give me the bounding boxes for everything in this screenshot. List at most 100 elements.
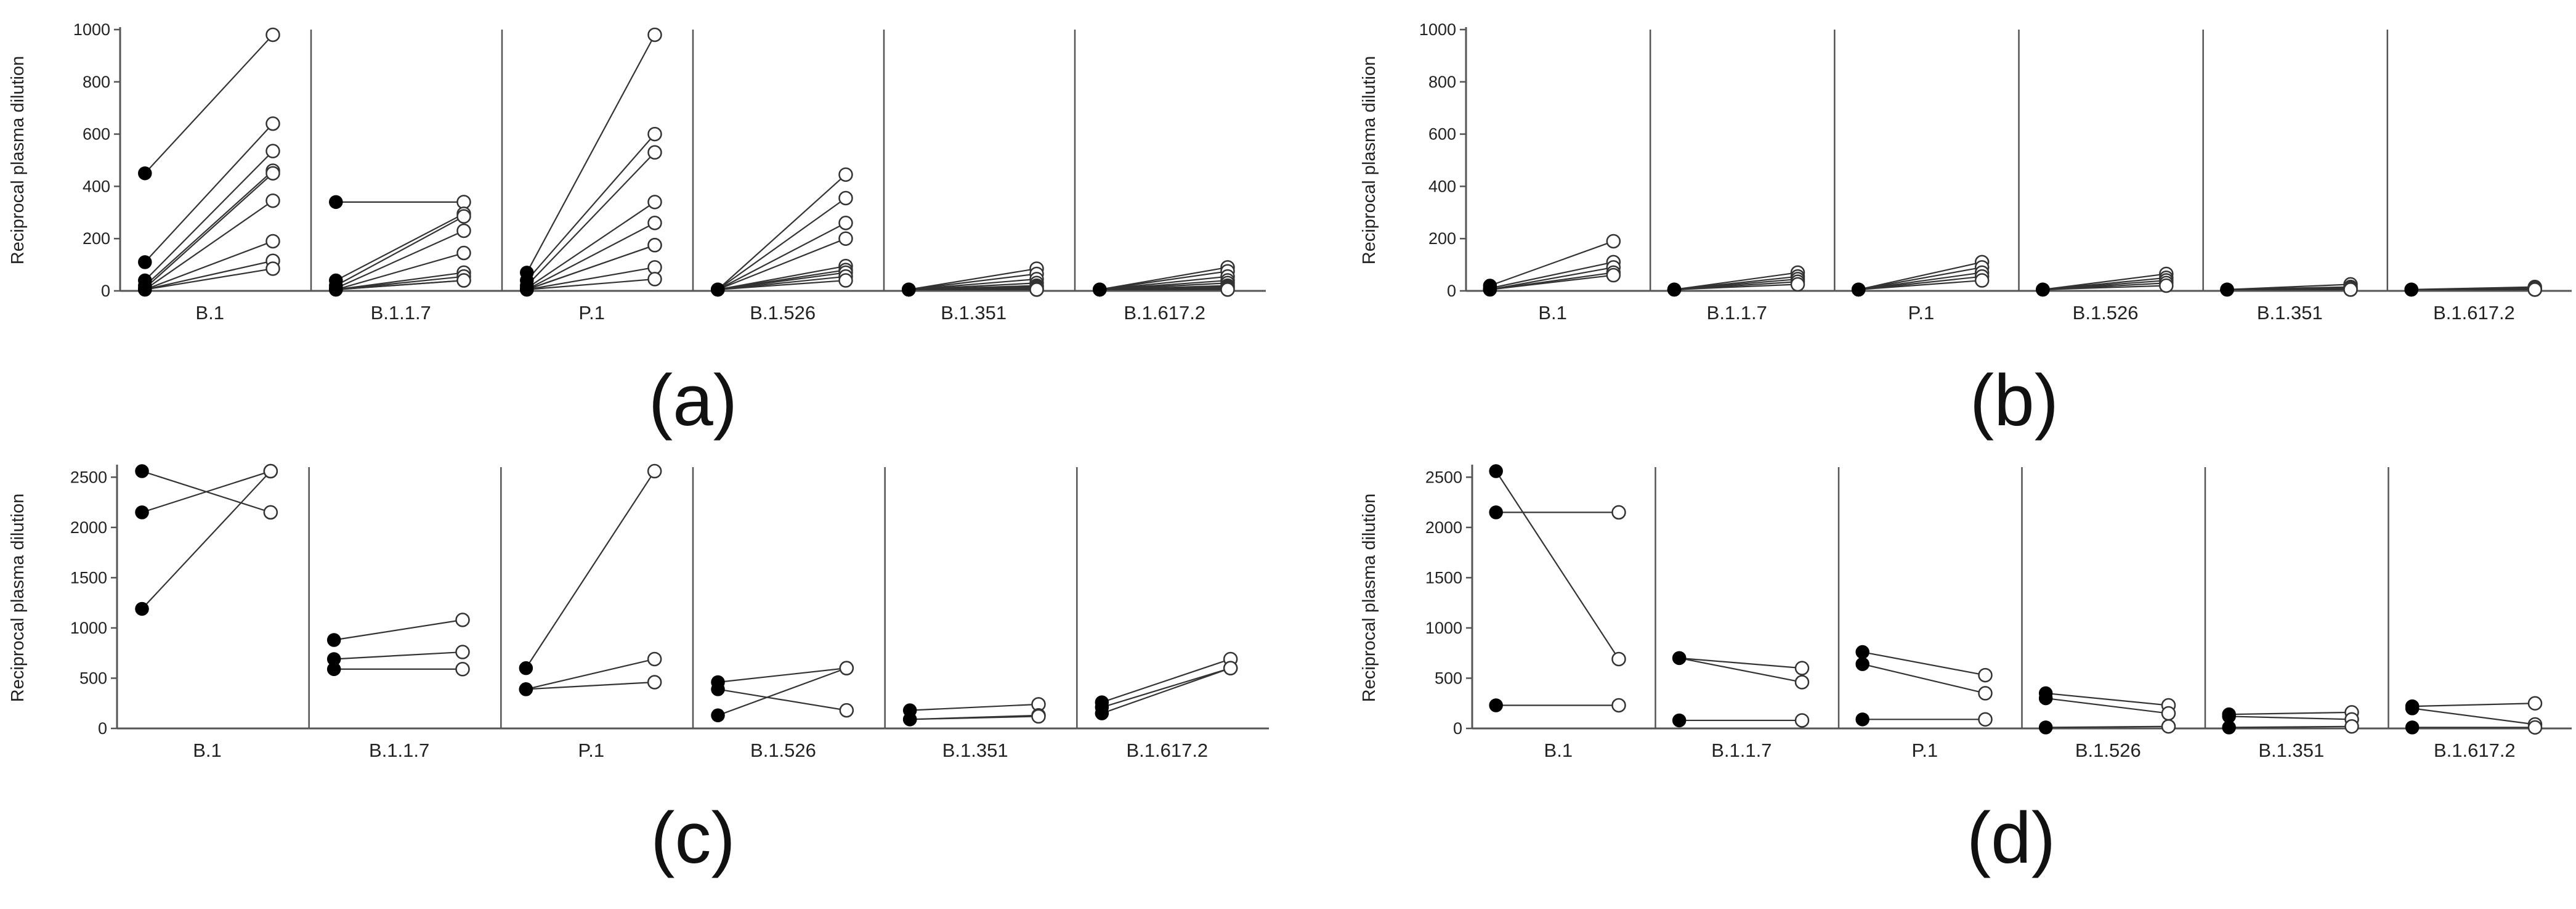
pair-line <box>2229 711 2352 715</box>
point-post <box>1611 698 1626 713</box>
point-post <box>455 662 470 677</box>
point-post <box>265 193 280 208</box>
y-tick-label: 600 <box>1428 125 1456 144</box>
category-label-b-1-526: B.1.526 <box>750 302 816 324</box>
y-tick-label: 800 <box>83 73 110 91</box>
point-post <box>838 231 853 246</box>
panel-c: 0 500 1000 1500 2000 2500 Reciprocal plasma di… <box>8 463 1269 879</box>
point-pre <box>1672 713 1687 728</box>
pair-line <box>1858 266 1982 290</box>
point-post <box>839 703 854 718</box>
point-post <box>456 223 471 238</box>
pair-line <box>718 667 847 683</box>
y-tick-label: 0 <box>1447 282 1456 300</box>
y-tick-label: 1000 <box>73 20 110 39</box>
point-pre <box>326 662 341 677</box>
y-tick-label: 1000 <box>70 619 107 637</box>
point-pre <box>2405 720 2420 735</box>
point-pre <box>1489 464 1503 478</box>
point-post <box>2343 282 2358 297</box>
pair-line <box>142 470 271 513</box>
point-post <box>647 27 662 43</box>
pair-line <box>718 688 847 711</box>
pair-line <box>526 34 655 273</box>
y-tick-label: 200 <box>83 229 110 248</box>
point-post <box>1794 713 1810 728</box>
pair-line <box>1674 283 1798 290</box>
pair-line <box>526 222 655 290</box>
point-post <box>647 145 662 160</box>
y-tick-label: 200 <box>1428 229 1456 248</box>
point-post <box>2159 278 2174 293</box>
pair-line <box>909 273 1037 290</box>
pair-line <box>2046 697 2169 714</box>
point-pre <box>2220 282 2234 297</box>
category-label-p-1: P.1 <box>1908 302 1935 324</box>
y-axis-label: Reciprocal plasma dilution <box>1359 56 1379 265</box>
point-post <box>263 505 278 520</box>
pair-line <box>334 619 463 641</box>
category-label-b-1-617-2: B.1.617.2 <box>2433 302 2515 324</box>
point-pre <box>1855 645 1869 659</box>
pair-line <box>526 152 655 287</box>
y-tick-label: 1000 <box>1425 619 1462 637</box>
point-post <box>455 613 470 627</box>
pair-line <box>1489 266 1614 290</box>
category-label-b-1-1-7: B.1.1.7 <box>1711 740 1772 761</box>
point-post <box>839 661 854 675</box>
y-axis-label: Reciprocal plasma dilution <box>1359 494 1379 703</box>
pair-line <box>1489 261 1614 289</box>
pair-line <box>1101 658 1231 703</box>
pair-line <box>335 216 464 287</box>
category-label-b-1-351: B.1.351 <box>2258 740 2324 761</box>
point-pre <box>711 708 725 723</box>
point-pre <box>2405 701 2420 715</box>
category-label-b-1: B.1 <box>195 302 224 324</box>
category-label-b-1: B.1 <box>1544 740 1573 761</box>
pair-line <box>717 197 846 290</box>
pair-line <box>1679 657 1802 669</box>
category-label-b-1: B.1 <box>193 740 222 761</box>
pair-line <box>141 470 272 609</box>
pair-line <box>1862 663 1986 694</box>
pair-line <box>527 278 655 290</box>
pair-line <box>144 123 273 263</box>
point-pre <box>138 166 152 181</box>
point-post <box>2344 719 2359 734</box>
pair-line <box>2043 285 2166 290</box>
pair-line <box>1489 274 1614 290</box>
pair-line <box>1100 271 1228 290</box>
y-tick-label: 0 <box>98 719 107 738</box>
point-post <box>455 645 470 659</box>
panel-label: (a) <box>649 360 737 441</box>
category-label-b-1-617-2: B.1.617.2 <box>2434 740 2516 761</box>
point-pre <box>1672 651 1687 666</box>
category-label-b-1-351: B.1.351 <box>941 302 1007 324</box>
point-pre <box>329 195 343 210</box>
category-label-b-1-1-7: B.1.1.7 <box>371 302 431 324</box>
point-post <box>647 238 662 253</box>
point-post <box>2527 720 2543 735</box>
point-post <box>1974 273 1990 288</box>
pair-line <box>2229 725 2352 728</box>
panel-b: 0 200 400 600 800 1000 Reciprocal plasma dilut… <box>1359 20 2572 441</box>
point-post <box>265 144 280 158</box>
y-tick-label: 1500 <box>1425 568 1462 587</box>
pair-line <box>144 200 273 290</box>
point-post <box>838 167 853 182</box>
pair-line <box>336 279 464 290</box>
point-pre <box>1855 657 1869 671</box>
pair-line <box>2412 703 2535 707</box>
pair-line <box>526 201 655 289</box>
pair-line <box>335 230 464 289</box>
point-post <box>647 463 662 479</box>
point-pre <box>1855 712 1869 727</box>
category-label-p-1: P.1 <box>578 302 605 324</box>
pair-line <box>1862 651 1986 676</box>
point-post <box>2527 696 2543 711</box>
pair-line <box>527 266 655 290</box>
pair-line <box>2046 725 2169 728</box>
point-post <box>263 463 278 479</box>
point-pre <box>711 682 725 696</box>
